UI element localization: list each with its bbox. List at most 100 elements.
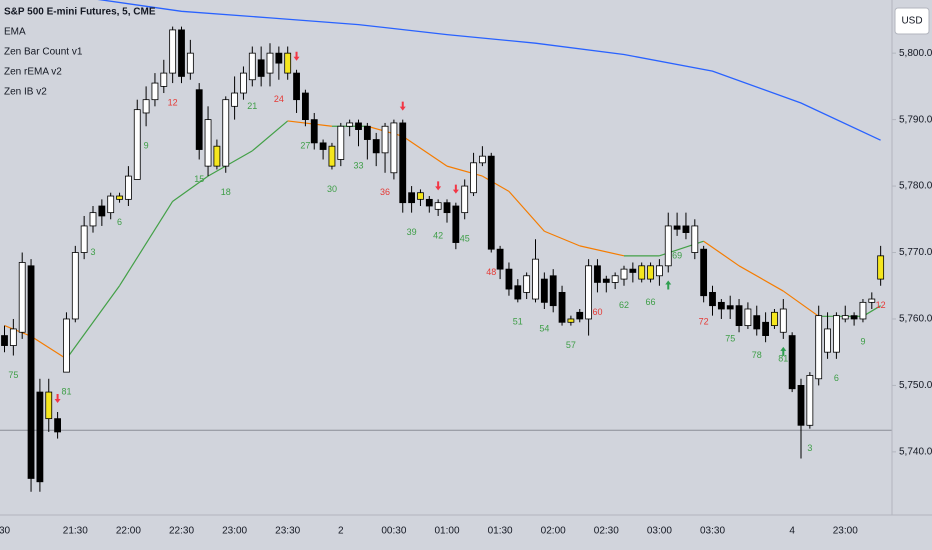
x-tick-label: 23:30: [275, 526, 300, 537]
x-tick-label: 4: [789, 526, 795, 537]
rema-segment: [287, 120, 333, 127]
candle-body: [257, 59, 265, 77]
candle-body: [275, 52, 283, 64]
candle-body: [540, 278, 548, 303]
candle-body: [98, 205, 106, 217]
currency-label: USD: [901, 16, 922, 27]
candle-body: [833, 315, 840, 353]
candle-body: [89, 212, 97, 227]
candle-body: [673, 225, 681, 230]
currency-button[interactable]: [894, 7, 930, 35]
bar-count-label: 60: [592, 307, 602, 317]
x-tick-label: 22:00: [116, 526, 141, 537]
candle-body: [656, 265, 663, 277]
bar-count-label: 6: [117, 217, 122, 227]
candle-body: [549, 275, 557, 307]
legend-item[interactable]: Zen Bar Count v1: [4, 47, 83, 58]
candle-body: [425, 198, 433, 207]
candle-body: [27, 265, 35, 479]
ema-line: [97, 0, 881, 141]
candle-body: [815, 315, 823, 380]
candle-body: [700, 248, 708, 297]
bar-count-label: 27: [300, 141, 310, 151]
bar-count-label: 54: [539, 323, 549, 333]
symbol-title: S&P 500 E-mini Futures, 5, CME: [4, 7, 156, 18]
legend-item[interactable]: EMA: [4, 27, 26, 38]
candle-body: [859, 301, 867, 320]
bar-count-label: 3: [90, 247, 95, 257]
bar-count-label: 72: [699, 317, 709, 327]
y-tick-label: 5,790.00: [899, 114, 932, 125]
bar-count-label: 66: [646, 297, 656, 307]
candle-body: [585, 265, 592, 320]
candle-body: [478, 155, 486, 164]
bar-count-label: 48: [486, 267, 496, 277]
candle-body: [461, 185, 469, 214]
rema-segment: [65, 285, 121, 360]
legend-item[interactable]: Zen rEMA v2: [4, 67, 62, 78]
candle-body: [346, 122, 354, 127]
x-tick-label: 03:00: [647, 526, 672, 537]
legend-item[interactable]: Zen IB v2: [4, 87, 47, 98]
candle-body: [408, 192, 416, 204]
candle-body: [523, 275, 531, 293]
candle-body: [319, 142, 327, 150]
x-tick-label: 30: [0, 526, 10, 537]
candle-body: [160, 72, 168, 87]
candle-body: [213, 145, 221, 167]
candle-body: [248, 52, 256, 81]
candle-body: [116, 195, 123, 200]
candle-body: [363, 125, 371, 140]
x-tick-label: 21:30: [63, 526, 88, 537]
bar-count-label: 62: [619, 300, 629, 310]
candle-body: [337, 125, 345, 160]
rema-segment: [703, 240, 740, 267]
y-tick-label: 5,800.00: [899, 48, 932, 59]
bar-count-label: 24: [274, 94, 284, 104]
candle-body: [45, 391, 53, 420]
candle-body: [9, 328, 17, 346]
x-tick-label: 02:00: [541, 526, 566, 537]
candle-body: [505, 268, 513, 290]
candle-body: [594, 265, 601, 283]
candle-body: [434, 202, 442, 210]
bar-count-label: 21: [247, 101, 257, 111]
candle-body: [169, 29, 177, 74]
legend: S&P 500 E-mini Futures, 5, CME EMA Zen B…: [4, 7, 156, 98]
bar-count-label: 78: [752, 350, 762, 360]
rema-segment: [30, 335, 67, 360]
bar-count-label: 3: [807, 443, 812, 453]
candle-body: [788, 335, 796, 390]
bar-count-label: 15: [194, 174, 204, 184]
candle-body: [36, 391, 44, 483]
candle-body: [771, 311, 778, 327]
y-tick-label: 5,750.00: [899, 380, 932, 391]
signal-arrow: [665, 280, 672, 290]
rema-segment: [172, 175, 209, 202]
candle-body: [496, 248, 504, 270]
x-tick-label: 2: [338, 526, 344, 537]
y-tick-label: 5,770.00: [899, 247, 932, 258]
candle-body: [726, 305, 734, 310]
candle-body: [390, 122, 398, 174]
candle-body: [868, 298, 876, 303]
candle-body: [806, 375, 814, 426]
candle-body: [797, 385, 805, 426]
bar-count-label: 33: [353, 161, 363, 171]
candle-body: [63, 318, 70, 373]
bar-count-label: 18: [221, 187, 231, 197]
bar-count-label: 75: [725, 333, 735, 343]
bar-count-label: 57: [566, 340, 576, 350]
candle-body: [567, 318, 575, 323]
candle-body: [841, 315, 849, 320]
rema-segment: [207, 150, 253, 177]
candle-body: [372, 139, 380, 154]
candle-body: [602, 278, 610, 283]
bar-count-label: 12: [168, 97, 178, 107]
candle-body: [284, 52, 292, 74]
bar-count-label: 39: [407, 227, 417, 237]
rema-segment: [544, 230, 580, 247]
